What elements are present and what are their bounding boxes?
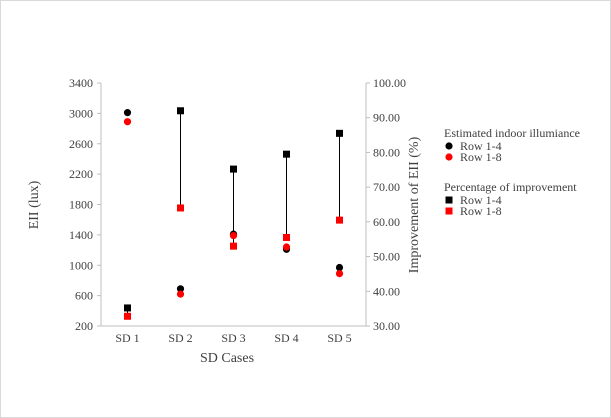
y2-tick-label: 50.00	[373, 250, 400, 264]
legend-marker	[445, 196, 453, 204]
legend-marker	[445, 207, 453, 215]
x-tick-label: SD 5	[327, 331, 351, 345]
y2-tick-label: 30.00	[373, 319, 400, 333]
y-tick-label: 2200	[69, 167, 93, 181]
circle-point	[123, 109, 132, 117]
y2-tick-label: 70.00	[373, 180, 400, 194]
circle-point	[176, 290, 185, 298]
y2-axis-title: Improvement of EII (%)	[407, 136, 422, 273]
y2-tick-label: 60.00	[373, 215, 400, 229]
y-tick-label: 200	[75, 319, 93, 333]
square-point	[283, 150, 290, 158]
legend-marker	[445, 142, 453, 150]
x-tick-label: SD 3	[221, 331, 245, 345]
y-tick-label: 2600	[69, 137, 93, 151]
x-tick-label: SD 1	[115, 331, 139, 345]
circle-point	[335, 270, 344, 278]
range-lines	[127, 110, 340, 317]
square-point	[230, 165, 237, 173]
legend-entry-label: Row 1-8	[460, 150, 502, 164]
y-tick-label: 1400	[69, 228, 93, 242]
axis-labels: SD Cases EII (lux) Improvement of EII (%…	[27, 136, 422, 366]
x-tick-label: SD 4	[274, 331, 298, 345]
square-point	[124, 304, 131, 312]
circle-point	[123, 118, 132, 126]
square-point	[124, 312, 131, 320]
circle-point	[229, 232, 238, 240]
y2-tick-label: 80.00	[373, 145, 400, 159]
legend: Estimated indoor illumiance Percentage o…	[444, 126, 580, 218]
y-tick-label: 3400	[69, 76, 93, 90]
legend-entry-label: Row 1-4	[460, 139, 502, 153]
y2-tick-label: 40.00	[373, 284, 400, 298]
legend-marker	[445, 153, 453, 161]
x-tick-label: SD 2	[168, 331, 192, 345]
legend-group1-title: Estimated indoor illumiance	[444, 126, 580, 140]
y-axis-title: EII (lux)	[27, 180, 42, 229]
square-point	[336, 216, 343, 224]
circle-point	[176, 285, 185, 293]
square-point	[177, 204, 184, 212]
legend-entry-label: Row 1-8	[460, 204, 502, 218]
circle-point	[335, 263, 344, 272]
square-point	[336, 129, 343, 137]
y-tick-label: 1800	[69, 198, 93, 212]
y-tick-label: 1000	[69, 258, 93, 272]
x-axis-title: SD Cases	[200, 351, 254, 366]
axes: 200 600 1000 1400 1800 2200 2600 3000 3400 30.00 4…	[69, 76, 406, 345]
legend-group2-title: Percentage of improvement	[444, 180, 577, 194]
legend-entry-label: Row 1-4	[460, 193, 502, 207]
data-marks	[123, 107, 344, 320]
circle-point	[282, 243, 291, 251]
y2-tick-label: 90.00	[373, 111, 400, 125]
y-tick-label: 600	[75, 289, 93, 303]
square-point	[283, 233, 290, 241]
square-point	[230, 242, 237, 250]
y-tick-label: 3000	[69, 106, 93, 120]
square-point	[177, 107, 184, 115]
y2-tick-label: 100.00	[373, 76, 406, 90]
